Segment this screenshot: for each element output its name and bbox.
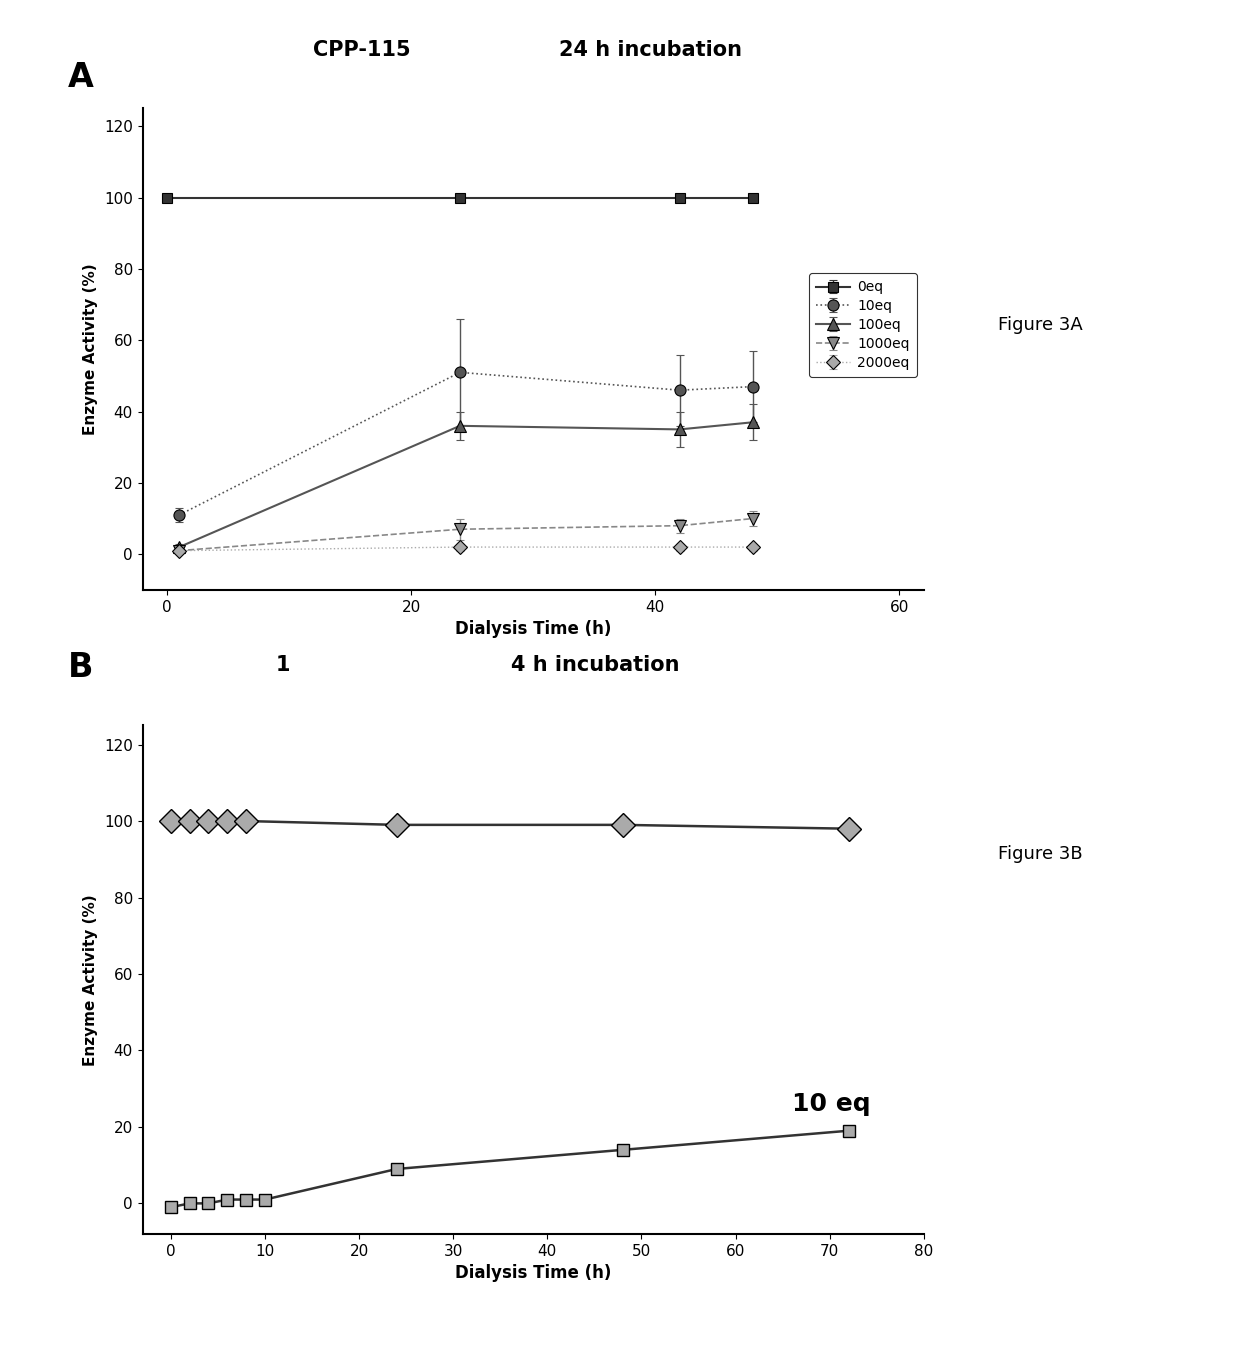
Text: 4 h incubation: 4 h incubation	[511, 655, 680, 675]
X-axis label: Dialysis Time (h): Dialysis Time (h)	[455, 620, 611, 639]
Text: B: B	[68, 651, 94, 683]
Text: 24 h incubation: 24 h incubation	[559, 41, 742, 61]
Text: Figure 3A: Figure 3A	[998, 316, 1083, 335]
Text: 10 eq: 10 eq	[792, 1092, 870, 1116]
Text: Figure 3B: Figure 3B	[998, 845, 1083, 864]
Y-axis label: Enzyme Activity (%): Enzyme Activity (%)	[83, 894, 98, 1066]
X-axis label: Dialysis Time (h): Dialysis Time (h)	[455, 1264, 611, 1283]
Y-axis label: Enzyme Activity (%): Enzyme Activity (%)	[83, 263, 98, 435]
Text: CPP-115: CPP-115	[312, 41, 410, 61]
Text: 1: 1	[277, 655, 290, 675]
Legend: 0eq, 10eq, 100eq, 1000eq, 2000eq: 0eq, 10eq, 100eq, 1000eq, 2000eq	[808, 274, 916, 377]
Text: A: A	[68, 61, 94, 94]
